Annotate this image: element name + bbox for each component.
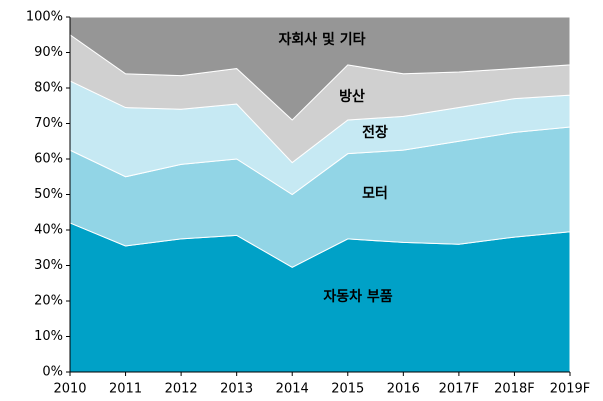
series-label: 자회사 및 기타 xyxy=(278,31,365,48)
series-label: 방산 xyxy=(339,88,365,105)
y-tick-label: 90% xyxy=(34,45,63,60)
x-tick-label: 2011 xyxy=(109,382,142,397)
y-tick-label: 70% xyxy=(34,116,63,131)
y-tick-label: 20% xyxy=(34,294,63,309)
series-label: 모터 xyxy=(362,186,388,202)
y-tick-label: 80% xyxy=(34,81,63,96)
x-tick-label: 2014 xyxy=(276,382,309,397)
x-tick-label: 2016 xyxy=(387,382,420,397)
x-tick-label: 2013 xyxy=(220,382,253,397)
x-tick-label: 2018F xyxy=(494,382,535,397)
y-tick-label: 60% xyxy=(34,152,63,167)
x-tick-label: 2017F xyxy=(439,382,480,397)
x-tick-label: 2012 xyxy=(165,382,198,397)
y-tick-label: 0% xyxy=(42,365,63,380)
y-tick-label: 100% xyxy=(26,10,63,25)
series-label: 자동차 부품 xyxy=(323,289,392,305)
y-tick-label: 40% xyxy=(34,223,63,238)
y-tick-label: 50% xyxy=(34,187,63,202)
y-tick-label: 10% xyxy=(34,329,63,344)
y-tick-label: 30% xyxy=(34,258,63,273)
x-tick-label: 2010 xyxy=(53,382,86,397)
x-tick-label: 2015 xyxy=(331,382,364,397)
area xyxy=(69,16,571,121)
series-label: 전장 xyxy=(362,124,388,141)
x-tick-label: 2019F xyxy=(550,382,591,397)
